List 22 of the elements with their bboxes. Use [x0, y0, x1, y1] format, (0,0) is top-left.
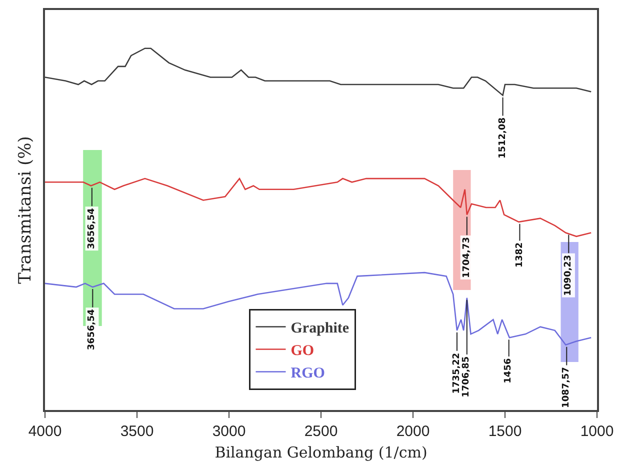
annotation: 1090,23	[563, 254, 574, 296]
x-tick-label: 2000	[396, 422, 430, 440]
annotation: 3656,54	[87, 309, 98, 350]
x-tick-label: 1000	[580, 422, 614, 440]
annotation: 1382	[514, 242, 525, 268]
annotation: 1706,85	[461, 356, 472, 398]
x-tick-label: 1500	[488, 422, 522, 440]
annotation: 1087,57	[561, 366, 572, 408]
y-axis-title: Transmitansi (%)	[15, 136, 36, 284]
x-axis-title: Bilangan Gelombang (1/cm)	[214, 443, 428, 462]
legend-label: Graphite	[290, 320, 350, 337]
x-tick-label: 4000	[28, 422, 62, 440]
x-tick-label: 3000	[212, 422, 246, 440]
x-tick-label: 2500	[304, 422, 338, 440]
annotation: 1456	[503, 358, 514, 384]
legend-label: GO	[290, 343, 314, 360]
legend-label: RGO	[290, 366, 325, 382]
annotation: 1735,22	[452, 352, 462, 394]
annotation: 1512,08	[498, 118, 508, 159]
annotation: 3656,54	[86, 208, 97, 250]
x-tick-label: 3500	[120, 422, 154, 440]
annotation: 1704,73	[462, 237, 472, 278]
